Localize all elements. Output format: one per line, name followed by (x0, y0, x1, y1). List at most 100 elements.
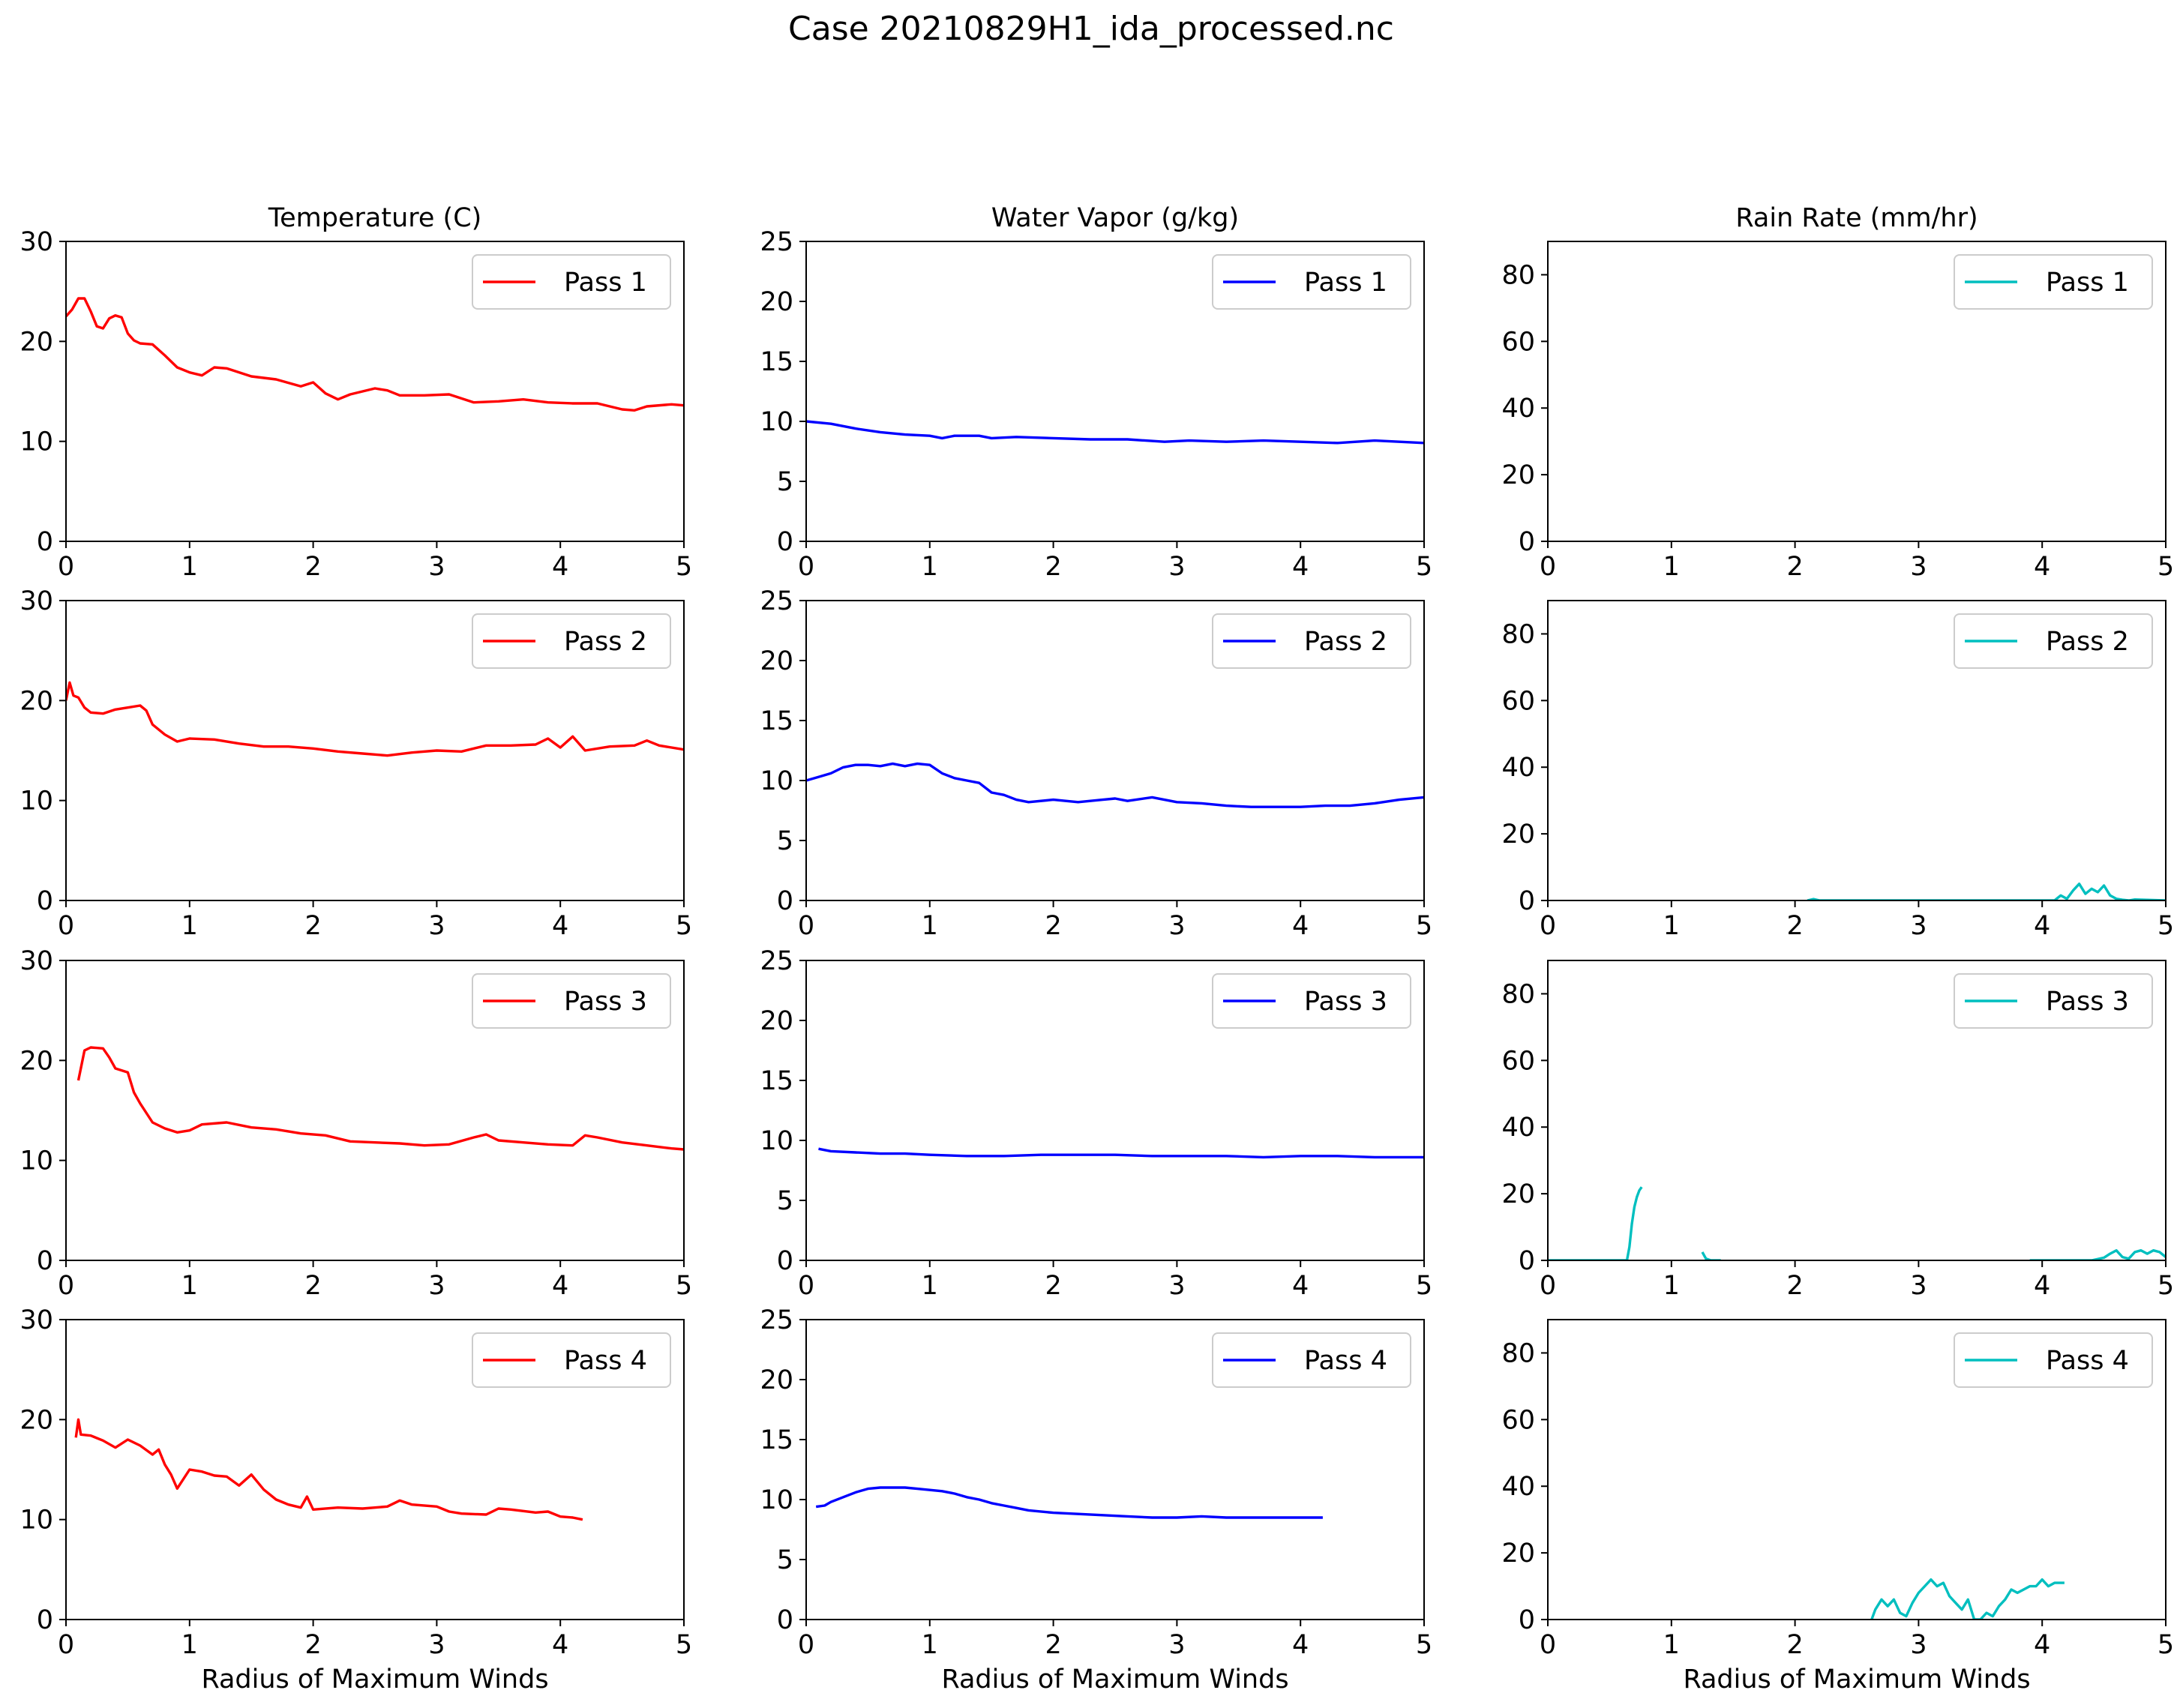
subplot-r4-c1: 0 1 2 3 4 5 0 10 20 30 Radius of Maximum Winds Pass… (19, 1305, 692, 1695)
series-line-pass-3 (1548, 1186, 1643, 1260)
legend: Pass 2 (472, 613, 671, 669)
y-tick-label: 0 (777, 527, 793, 557)
y-tick-label: 25 (760, 586, 793, 616)
legend-box (1954, 1332, 2153, 1388)
legend-box (1212, 973, 1411, 1029)
axes-frame (805, 600, 1425, 901)
legend-label: Pass 3 (564, 987, 647, 1017)
y-tick-label: 5 (777, 1186, 793, 1216)
x-tick-label: 1 (1663, 911, 1680, 941)
y-tick-label: 60 (1501, 1405, 1535, 1435)
legend-box (1954, 613, 2153, 669)
subplot-r2-c1: 0 1 2 3 4 5 0 10 20 30 Pass 2 (19, 586, 692, 941)
x-tick-label: 0 (1540, 1271, 1556, 1301)
x-tick-label: 0 (58, 911, 74, 941)
x-tick-label: 3 (1910, 1271, 1927, 1301)
legend-box (1954, 973, 2153, 1029)
y-tick-label: 10 (760, 1485, 793, 1515)
y-tick-label: 0 (37, 527, 53, 557)
y-tick-label: 25 (760, 1305, 793, 1335)
x-tick-label: 5 (676, 911, 692, 941)
y-tick-label: 30 (19, 946, 53, 976)
x-tick-label: 3 (1168, 911, 1185, 941)
y-tick-label: 0 (1519, 886, 1535, 916)
axes-frame (805, 1319, 1425, 1620)
series-line-pass-1 (806, 420, 1424, 445)
subplot-r4-c3: 0 1 2 3 4 5 0 20 40 60 80 Radius of Maximum Winds Pa… (1501, 1319, 2174, 1695)
x-tick-label: 5 (1416, 911, 1432, 941)
y-tick-label: 40 (1501, 1472, 1535, 1502)
y-tick-label: 0 (37, 1605, 53, 1635)
legend: Pass 1 (1212, 254, 1411, 310)
x-tick-label: 0 (58, 552, 74, 582)
y-tick-label: 40 (1501, 753, 1535, 783)
x-tick-label: 3 (428, 911, 445, 941)
axes-frame (1547, 600, 2167, 901)
y-tick-label: 40 (1501, 394, 1535, 424)
x-tick-label: 1 (181, 911, 198, 941)
x-tick-label: 4 (552, 552, 568, 582)
series-line-pass-3 (818, 1147, 1424, 1159)
x-tick-label: 2 (1045, 1271, 1061, 1301)
y-tick-label: 10 (19, 1146, 53, 1176)
x-tick-label: 2 (304, 552, 321, 582)
legend: Pass 3 (472, 973, 671, 1029)
y-tick-label: 0 (777, 1605, 793, 1635)
series-line-pass-3 (76, 1046, 684, 1151)
subplot-r3-c2: 0 1 2 3 4 5 0 5 10 15 20 25 Pass 3 (760, 946, 1432, 1301)
y-tick-label: 10 (760, 766, 793, 796)
subplot-r3-c3: 0 1 2 3 4 5 0 20 40 60 80 Pass 3 (1501, 960, 2174, 1301)
x-tick-label: 4 (2034, 552, 2050, 582)
y-tick-label: 10 (19, 787, 53, 817)
x-tick-label: 0 (1540, 1630, 1556, 1660)
x-tick-label: 5 (1416, 1271, 1432, 1301)
x-tick-label: 0 (58, 1271, 74, 1301)
subplot-r1-c3: 0 1 2 3 4 5 0 20 40 60 80 Rain Rate (mm/hr) Pass 1 (1501, 203, 2174, 582)
legend-label: Pass 2 (564, 627, 647, 657)
legend-box (472, 613, 671, 669)
y-tick-label: 80 (1501, 260, 1535, 290)
y-tick-label: 20 (1501, 460, 1535, 490)
subplot-title: Water Vapor (g/kg) (991, 203, 1239, 233)
x-tick-label: 2 (1786, 1271, 1803, 1301)
y-tick-label: 10 (760, 1126, 793, 1156)
series-line-pass-2 (66, 681, 684, 757)
legend: Pass 3 (1212, 973, 1411, 1029)
y-tick-label: 10 (19, 1506, 53, 1536)
x-tick-label: 5 (1416, 552, 1432, 582)
x-tick-label: 5 (2158, 911, 2174, 941)
x-tick-label: 3 (428, 1271, 445, 1301)
y-tick-label: 20 (19, 686, 53, 716)
y-tick-label: 10 (19, 427, 53, 457)
y-tick-label: 20 (19, 327, 53, 357)
legend-box (472, 973, 671, 1029)
series-line-pass-4 (815, 1486, 1323, 1519)
series-line-pass-4 (1870, 1578, 2065, 1620)
y-tick-label: 25 (760, 227, 793, 257)
x-tick-label: 4 (2034, 1271, 2050, 1301)
y-tick-label: 20 (1501, 820, 1535, 850)
x-tick-label: 2 (1045, 552, 1061, 582)
x-tick-label: 1 (922, 1271, 938, 1301)
x-tick-label: 1 (181, 1630, 198, 1660)
x-tick-label: 4 (552, 911, 568, 941)
legend-label: Pass 2 (1304, 627, 1387, 657)
x-tick-label: 3 (1910, 1630, 1927, 1660)
x-tick-label: 0 (798, 552, 814, 582)
x-tick-label: 2 (1045, 911, 1061, 941)
x-tick-label: 1 (181, 552, 198, 582)
x-tick-label: 3 (1168, 552, 1185, 582)
axes-frame (65, 241, 685, 542)
subplot-r1-c2: 0 1 2 3 4 5 0 5 10 15 20 25 Water Vapor (g/kg) Pass 1 (760, 203, 1432, 582)
subplot-r3-c1: 0 1 2 3 4 5 0 10 20 30 Pass 3 (19, 946, 692, 1301)
series-line-segment-1 (1701, 1251, 1721, 1260)
legend-box (1212, 254, 1411, 310)
legend-label: Pass 1 (2046, 268, 2129, 298)
y-tick-label: 15 (760, 347, 793, 377)
y-tick-label: 25 (760, 946, 793, 976)
y-tick-label: 60 (1501, 686, 1535, 716)
x-tick-label: 3 (428, 1630, 445, 1660)
x-tick-label: 1 (1663, 552, 1680, 582)
x-tick-label: 5 (2158, 552, 2174, 582)
